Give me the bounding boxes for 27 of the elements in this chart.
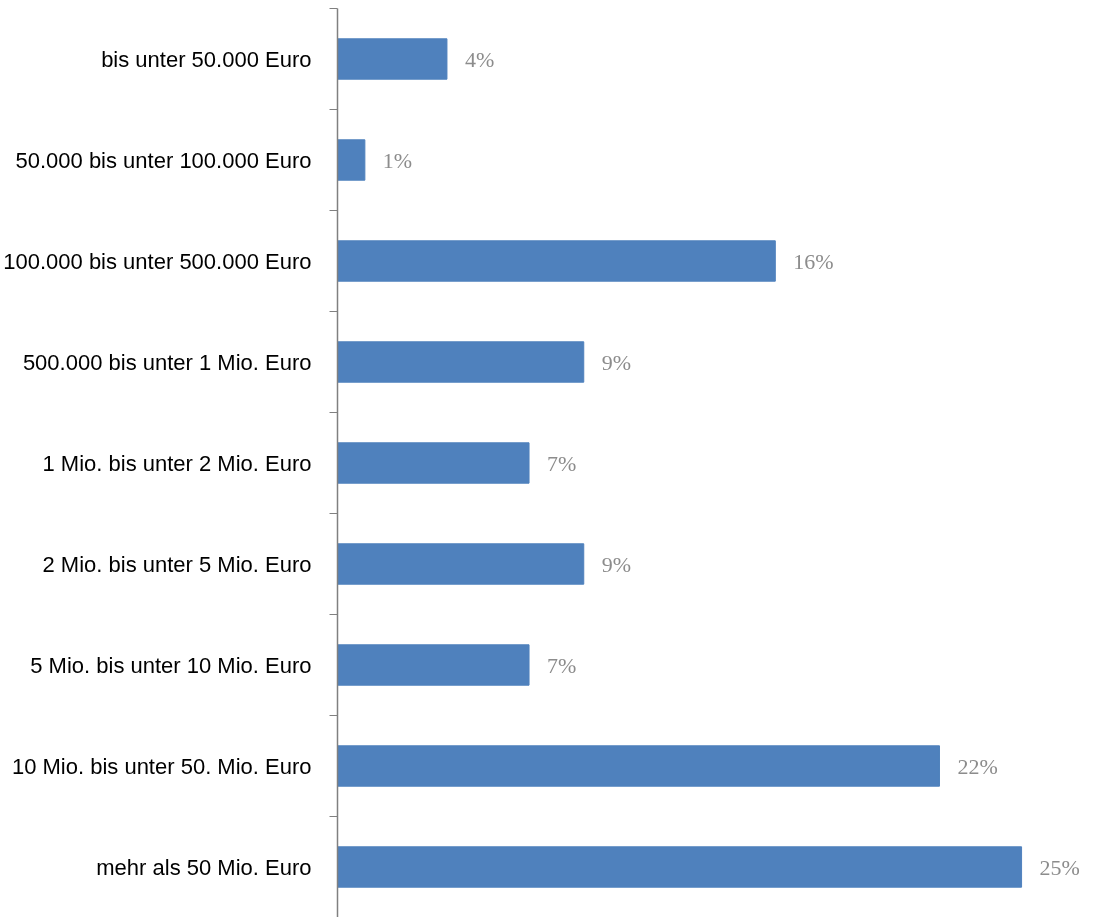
y-tick-label: 1 Mio. bis unter 2 Mio. Euro xyxy=(42,450,312,476)
data-label: 9% xyxy=(601,349,632,375)
data-label: 4% xyxy=(464,46,495,72)
data-label: 9% xyxy=(601,551,632,577)
bar xyxy=(337,139,366,181)
data-label: 16% xyxy=(793,248,834,274)
bar xyxy=(337,745,940,787)
bar xyxy=(337,543,585,585)
data-label: 22% xyxy=(957,753,998,779)
y-tick-label: 100.000 bis unter 500.000 Euro xyxy=(3,248,312,274)
bar xyxy=(337,341,585,383)
y-tick-label: mehr als 50 Mio. Euro xyxy=(96,854,312,880)
bar xyxy=(337,38,448,80)
y-tick-label: 10 Mio. bis unter 50. Mio. Euro xyxy=(11,753,312,779)
y-tick-label: bis unter 50.000 Euro xyxy=(101,46,312,72)
bar xyxy=(337,846,1023,888)
bar xyxy=(337,644,530,686)
y-tick-label: 500.000 bis unter 1 Mio. Euro xyxy=(22,349,312,375)
y-tick-label: 50.000 bis unter 100.000 Euro xyxy=(15,147,312,173)
y-tick-label: 5 Mio. bis unter 10 Mio. Euro xyxy=(30,652,312,678)
data-label: 7% xyxy=(547,450,577,476)
bar xyxy=(337,240,776,282)
data-label: 7% xyxy=(547,652,577,678)
data-label: 25% xyxy=(1039,854,1080,880)
data-label: 1% xyxy=(382,147,413,173)
y-tick-label: 2 Mio. bis unter 5 Mio. Euro xyxy=(42,551,312,577)
bar xyxy=(337,442,530,484)
